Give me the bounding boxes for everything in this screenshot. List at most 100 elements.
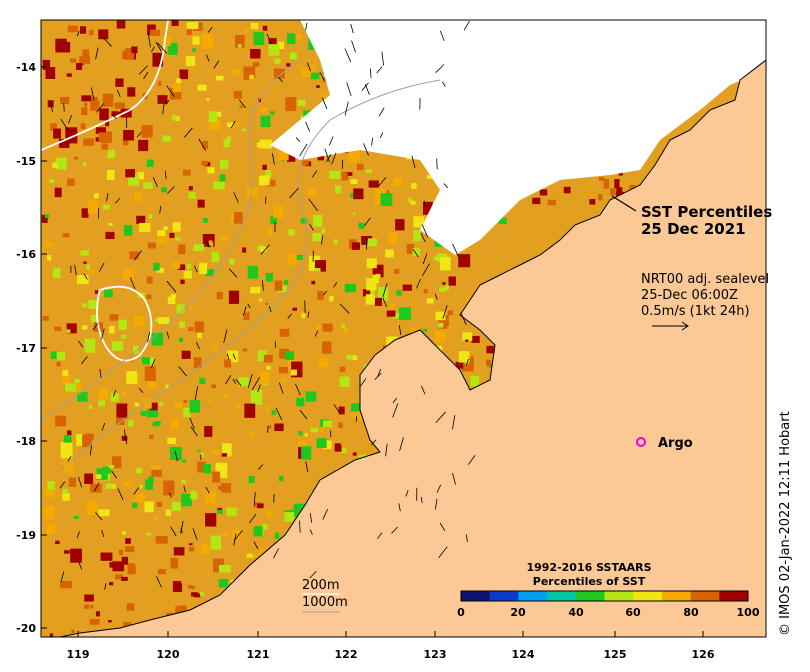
sst-pixel (95, 127, 107, 134)
sst-pixel (203, 464, 211, 474)
sst-pixel (426, 175, 433, 179)
sst-pixel (385, 249, 394, 258)
sst-pixel (407, 197, 413, 203)
current-arrow (129, 277, 136, 290)
sst-pixel (462, 332, 473, 341)
sst-pixel (597, 194, 603, 201)
sst-pixel (301, 313, 306, 318)
sst-pixel (45, 67, 56, 79)
sst-pixel (103, 204, 110, 210)
sst-pixel (269, 111, 275, 115)
sst-pixel (129, 251, 139, 260)
current-arrow (452, 415, 456, 430)
sst-pixel (212, 471, 221, 483)
sst-pixel (197, 199, 205, 208)
colorbar-swatch (518, 591, 548, 601)
sst-pixel (288, 229, 295, 236)
sst-pixel (215, 462, 228, 478)
current-arrow (92, 323, 99, 331)
sst-pixel (189, 543, 193, 546)
sst-pixel (98, 29, 109, 40)
current-arrow (452, 243, 460, 258)
sst-pixel (380, 193, 393, 206)
sst-pixel (279, 348, 290, 359)
sst-pixel (148, 214, 153, 219)
sst-pixel (84, 604, 90, 609)
sst-pixel (228, 290, 240, 304)
sst-pixel (71, 629, 75, 634)
current-arrow (76, 30, 80, 37)
sst-pixel (244, 28, 248, 33)
sst-pixel (589, 198, 596, 205)
sst-pixel (344, 283, 357, 293)
current-arrow (257, 384, 261, 393)
sst-pixel (123, 225, 133, 236)
sst-pixel (162, 36, 171, 46)
sst-pixel (55, 540, 60, 545)
current-arrow (371, 137, 373, 146)
sst-pixel (217, 485, 222, 490)
sst-pixel (347, 172, 353, 176)
colorbar-tick-label: 0 (457, 606, 465, 619)
imos-credit: © IMOS 02-Jan-2022 12:11 Hobart (778, 411, 793, 636)
sst-pixel (285, 97, 297, 112)
sst-pixel (260, 246, 267, 252)
sst-pixel (231, 69, 240, 77)
sst-pixel (352, 452, 357, 456)
sst-pixel (226, 136, 231, 141)
current-arrow (59, 481, 66, 489)
sst-pixel (62, 489, 69, 494)
sst-pixel (108, 582, 114, 586)
current-arrow (295, 383, 301, 396)
sst-pixel (235, 404, 241, 408)
lon-tick-label: 126 (692, 648, 715, 661)
colorbar-subtitle: Percentiles of SST (533, 575, 646, 588)
sst-pixel (366, 278, 377, 291)
current-arrow (266, 33, 272, 45)
sst-pixel (297, 99, 306, 106)
current-vectors (50, 20, 476, 591)
current-arrow (213, 60, 220, 69)
sst-pixel (41, 214, 48, 223)
sst-pixel (183, 399, 188, 403)
sst-pixel (257, 350, 267, 362)
sst-pixel (157, 230, 166, 237)
current-arrow (159, 205, 162, 214)
sst-pixel (422, 328, 428, 333)
current-arrow (83, 273, 88, 280)
sst-pixel (178, 337, 183, 343)
current-arrow (278, 76, 283, 83)
sst-pixel (316, 325, 321, 330)
current-arrow (123, 429, 128, 445)
sst-pixel (60, 580, 73, 589)
sst-pixel (175, 116, 180, 121)
sst-pixel (159, 402, 164, 406)
sst-pixel (395, 219, 405, 231)
sst-pixel (352, 212, 356, 215)
sst-pixel (136, 215, 146, 224)
current-arrow (68, 114, 73, 124)
sst-pixel (193, 244, 205, 252)
sst-pixel (88, 299, 99, 309)
current-arrow (333, 282, 338, 288)
sst-pixel (96, 611, 101, 617)
sst-pixel (298, 431, 303, 436)
current-arrow (365, 238, 368, 250)
sst-pixel (76, 62, 83, 70)
sst-pixel (274, 532, 280, 539)
sst-pixel (122, 137, 129, 146)
sst-pixel (539, 189, 548, 196)
sst-pixel (219, 160, 229, 169)
sst-pixel (66, 329, 71, 333)
current-arrow (206, 54, 210, 62)
colorbar-swatch (719, 591, 749, 601)
sst-pixel (172, 115, 178, 121)
sst-pixel (81, 325, 88, 330)
current-arrow (194, 265, 198, 273)
sst-pixel (66, 323, 77, 334)
sst-pixel (250, 23, 259, 30)
sst-pixel (222, 443, 232, 457)
lon-tick-label: 119 (67, 648, 90, 661)
current-arrow (344, 48, 352, 63)
current-arrow (81, 356, 88, 365)
